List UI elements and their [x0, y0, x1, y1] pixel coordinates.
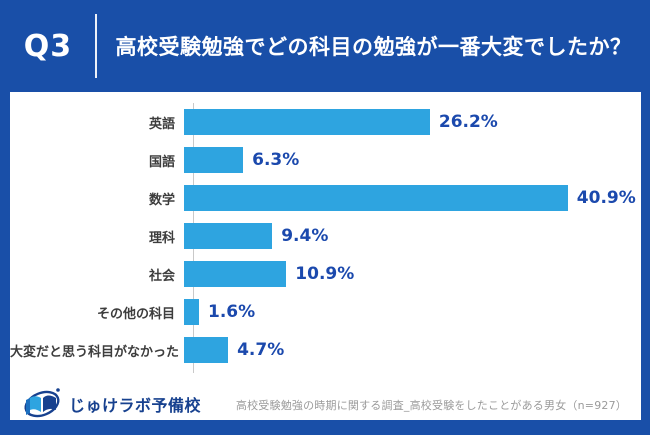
value-label: 6.3% [252, 150, 300, 170]
category-label: 数学 [148, 192, 175, 208]
value-label: 40.9% [576, 188, 636, 208]
chart-row: 数学 40.9% [10, 179, 641, 217]
category-label: その他の科目 [96, 306, 175, 322]
chart-row: 英語 26.2% [10, 103, 641, 141]
bar-area: 4.7% [184, 337, 641, 363]
chart-row: 社会 10.9% [10, 255, 641, 293]
bar [184, 337, 229, 363]
value-label: 1.6% [208, 302, 256, 322]
chart-rows: 英語 26.2% 国語 6.3% 数学 40.9% 理科 9.4% 社会 10.9% その他の科目 1… [10, 103, 641, 369]
chart-row: 国語 6.3% [10, 141, 641, 179]
header-divider [95, 14, 97, 78]
bar [184, 147, 244, 173]
bar-area: 26.2% [184, 109, 641, 135]
category-label: 社会 [148, 268, 175, 284]
bar [184, 185, 568, 211]
page-title: 高校受験勉強でどの科目の勉強が一番大変でしたか？ [115, 35, 632, 59]
bar-area: 9.4% [184, 223, 641, 249]
question-number: Q3 [23, 28, 73, 64]
open-book-orbit-icon [22, 384, 64, 424]
chart-row: 理科 9.4% [10, 217, 641, 255]
chart-row: 大変だと思う科目がなかった 4.7% [10, 331, 641, 369]
bar-area: 1.6% [184, 299, 641, 325]
bar [184, 109, 430, 135]
chart-row: その他の科目 1.6% [10, 293, 641, 331]
bar-area: 6.3% [184, 147, 641, 173]
value-label: 26.2% [438, 112, 498, 132]
category-label: 大変だと思う科目がなかった [10, 344, 180, 360]
value-label: 4.7% [237, 340, 285, 360]
bar [184, 299, 199, 325]
brand-name: じゅけラボ予備校 [69, 396, 202, 415]
category-label: 英語 [148, 116, 175, 132]
brand-logo: じゅけラボ予備校 [22, 386, 201, 422]
survey-note: 高校受験勉強の時期に関する調査_高校受験をしたことがある男女（n=927） [235, 399, 627, 412]
value-label: 9.4% [281, 226, 329, 246]
category-label: 理科 [148, 230, 175, 246]
value-label: 10.9% [295, 264, 355, 284]
bar-chart: 英語 26.2% 国語 6.3% 数学 40.9% 理科 9.4% 社会 10.9% その他の科目 1… [10, 103, 641, 373]
bar-area: 40.9% [184, 185, 641, 211]
chart-panel: 英語 26.2% 国語 6.3% 数学 40.9% 理科 9.4% 社会 10.9% その他の科目 1… [10, 92, 641, 420]
bar [184, 223, 273, 249]
category-label: 国語 [148, 154, 175, 170]
bar [184, 261, 287, 287]
bar-area: 10.9% [184, 261, 641, 287]
header: Q3 高校受験勉強でどの科目の勉強が一番大変でしたか？ [0, 0, 650, 92]
